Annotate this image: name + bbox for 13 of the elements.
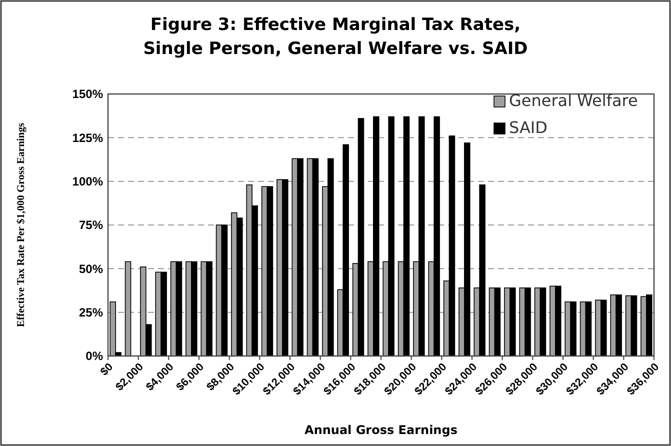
legend-label: SAID: [509, 118, 548, 137]
y-axis-title: Effective Tax Rate Per $1,000 Gross Earnings: [16, 122, 27, 328]
y-tick-label: 75%: [78, 218, 104, 232]
y-tick-label: 125%: [72, 130, 104, 145]
x-axis-title: Annual Gross Earnings: [304, 423, 458, 437]
y-tick-label: 25%: [78, 306, 104, 320]
y-tick-label: 150%: [72, 87, 104, 102]
y-tick-label: 100%: [72, 174, 104, 189]
chart-title: Figure 3: Effective Marginal Tax Rates, Single Person, General Welfare vs. SAID: [143, 15, 528, 59]
x-tick-label: $0: [98, 361, 116, 378]
y-tick-label: 50%: [78, 262, 104, 276]
legend-label: General Welfare: [509, 91, 638, 110]
y-tick-label: 0%: [86, 349, 104, 364]
